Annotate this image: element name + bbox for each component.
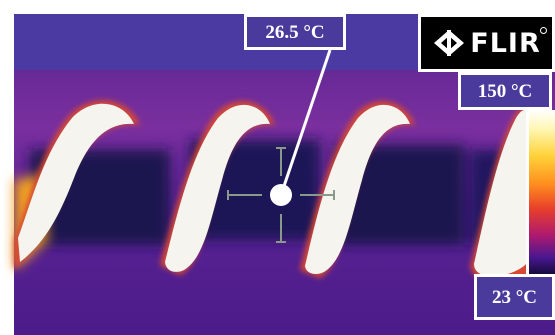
- scale-min-label: 23 °C: [474, 274, 555, 320]
- spot-temperature-value: 26.5 °C: [265, 21, 325, 43]
- scale-max-value: 150 °C: [477, 80, 533, 102]
- coil-turn: [165, 104, 270, 272]
- crosshair-icon: [227, 147, 335, 243]
- coil-turn: [474, 109, 530, 277]
- flir-diamond-logo-icon: [434, 30, 465, 56]
- scale-min-value: 23 °C: [491, 286, 538, 308]
- spot-leader-line: [279, 49, 332, 196]
- coil-turn: [18, 103, 134, 262]
- scale-max-label: 150 °C: [458, 72, 552, 110]
- spot-temperature-label: 26.5 °C: [244, 14, 346, 50]
- coil-turn: [305, 104, 410, 275]
- flir-logo: FLIR: [418, 14, 555, 72]
- coil-turns: [18, 103, 530, 277]
- registered-mark-icon: [540, 27, 547, 34]
- temperature-scale-bar: [526, 110, 555, 274]
- flir-logo-text: FLIR: [470, 27, 541, 59]
- measurement-spot: [270, 184, 292, 206]
